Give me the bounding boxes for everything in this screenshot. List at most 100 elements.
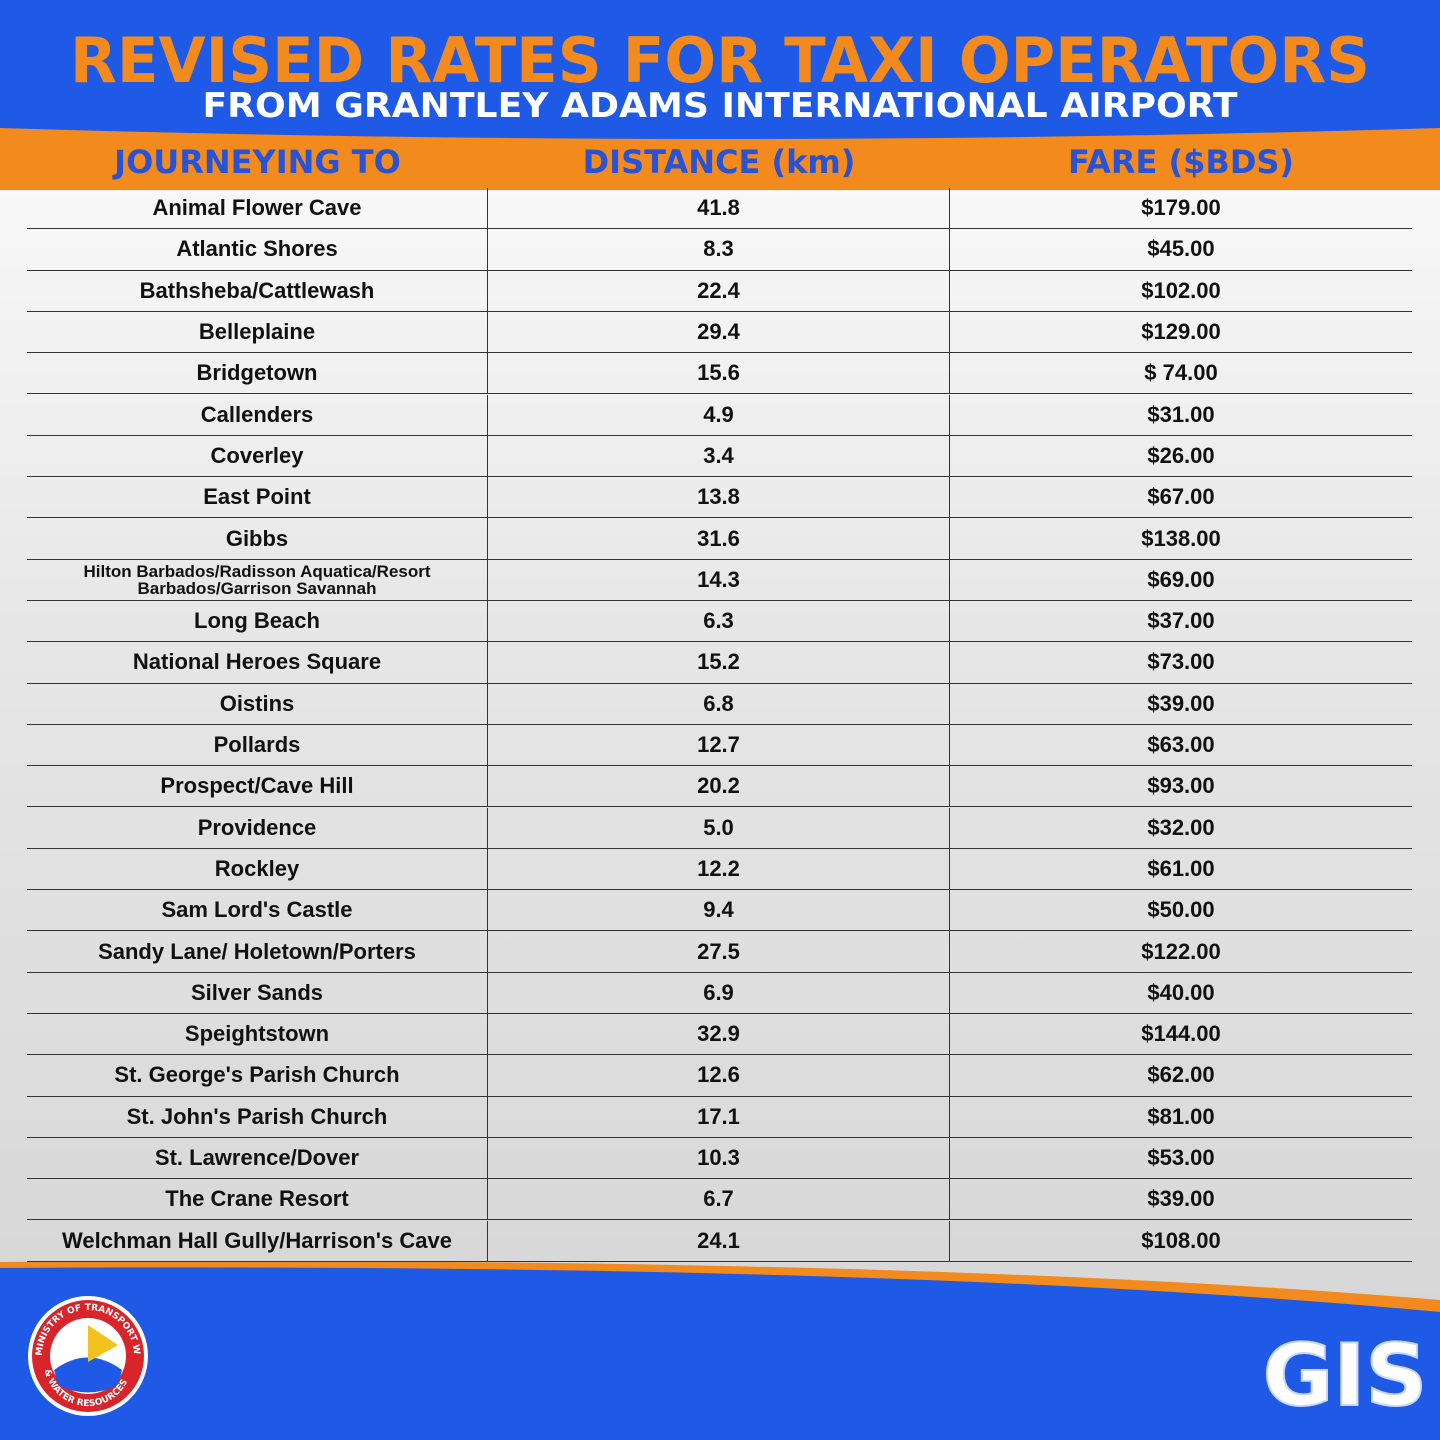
table-row: St. George's Parish Church 12.6 $62.00 xyxy=(27,1055,1412,1097)
bottom-band xyxy=(0,1267,1440,1440)
distance: 12.2 xyxy=(488,848,950,890)
fare: $62.00 xyxy=(1147,1062,1215,1088)
subtitle: FROM GRANTLEY ADAMS INTERNATIONAL AIRPOR… xyxy=(203,86,1239,126)
fare: $69.00 xyxy=(1147,566,1215,592)
destination: St. George's Parish Church xyxy=(27,1055,488,1096)
distance: 6.3 xyxy=(488,601,950,642)
fare: $ 74.00 xyxy=(1144,360,1218,386)
distance: 13.8 xyxy=(488,477,950,518)
destination: Silver Sands xyxy=(27,972,488,1013)
fare: $73.00 xyxy=(1147,649,1215,675)
fare: $31.00 xyxy=(1147,401,1215,427)
distance: 32.9 xyxy=(488,1014,950,1055)
destination: National Heroes Square xyxy=(27,642,488,683)
distance: 17.1 xyxy=(488,1096,950,1137)
table-row: Hilton Barbados/Radisson Aquatica/Resort… xyxy=(27,559,1412,601)
distance: 4.9 xyxy=(488,394,950,435)
header-band xyxy=(0,128,1440,190)
table-row: Prospect/Cave Hill 20.2 $93.00 xyxy=(27,766,1412,808)
fare: $50.00 xyxy=(1147,897,1215,923)
distance: 31.6 xyxy=(488,518,950,559)
fare: $129.00 xyxy=(1141,319,1221,345)
fare: $67.00 xyxy=(1147,484,1215,510)
fare: $32.00 xyxy=(1147,814,1215,840)
fare: $63.00 xyxy=(1147,732,1215,758)
distance: 27.5 xyxy=(488,931,950,972)
table-row: East Point 13.8 $67.00 xyxy=(27,477,1412,519)
table-row: Belleplaine 29.4 $129.00 xyxy=(27,311,1412,354)
destination: Hilton Barbados/Radisson Aquatica/Resort… xyxy=(27,559,488,600)
destination: Coverley xyxy=(27,435,488,477)
distance: 6.9 xyxy=(488,972,950,1013)
distance: 5.0 xyxy=(488,807,950,848)
distance: 10.3 xyxy=(488,1137,950,1179)
table-row: Rockley 12.2 $61.00 xyxy=(27,848,1412,891)
destination: Oistins xyxy=(27,683,488,724)
table-row: Sam Lord's Castle 9.4 $50.00 xyxy=(27,890,1412,932)
destination: St. John's Parish Church xyxy=(27,1096,488,1137)
distance: 6.7 xyxy=(488,1179,950,1220)
table-row: Coverley 3.4 $26.00 xyxy=(27,435,1412,478)
destination: Belleplaine xyxy=(27,311,488,353)
table-row: Bridgetown 15.6 $ 74.00 xyxy=(27,353,1412,395)
distance: 14.3 xyxy=(488,559,950,600)
distance: 24.1 xyxy=(488,1220,950,1261)
column-header: FARE ($BDS) xyxy=(1067,143,1295,181)
distance: 12.7 xyxy=(488,724,950,766)
distance: 12.6 xyxy=(488,1055,950,1096)
fare: $93.00 xyxy=(1147,773,1215,799)
fare: $39.00 xyxy=(1147,1186,1215,1212)
distance: 22.4 xyxy=(488,270,950,311)
distance: 8.3 xyxy=(488,229,950,270)
table-row: Silver Sands 6.9 $40.00 xyxy=(27,972,1412,1014)
table-row: The Crane Resort 6.7 $39.00 xyxy=(27,1179,1412,1221)
table-row: Gibbs 31.6 $138.00 xyxy=(27,518,1412,560)
table-row: Pollards 12.7 $63.00 xyxy=(27,724,1412,767)
fare: $61.00 xyxy=(1147,855,1215,881)
destination: Speightstown xyxy=(27,1014,488,1055)
fare: $81.00 xyxy=(1147,1103,1215,1129)
fare: $179.00 xyxy=(1141,195,1221,221)
destination: Atlantic Shores xyxy=(27,229,488,270)
table-row: St. John's Parish Church 17.1 $81.00 xyxy=(27,1096,1412,1138)
fare: $122.00 xyxy=(1141,938,1221,964)
column-header: JOURNEYING TO xyxy=(114,143,401,181)
table-row: St. Lawrence/Dover 10.3 $53.00 xyxy=(27,1137,1412,1180)
table-row: Providence 5.0 $32.00 xyxy=(27,807,1412,849)
distance: 3.4 xyxy=(488,435,950,477)
destination: Providence xyxy=(27,807,488,848)
distance: 9.4 xyxy=(488,890,950,931)
destination: Rockley xyxy=(27,848,488,890)
fare: $39.00 xyxy=(1147,690,1215,716)
fare: $108.00 xyxy=(1141,1227,1221,1253)
distance: 15.2 xyxy=(488,642,950,683)
distance: 41.8 xyxy=(488,188,950,229)
destination: Gibbs xyxy=(27,518,488,559)
title: REVISED RATES FOR TAXI OPERATORS xyxy=(70,24,1370,97)
fare: $102.00 xyxy=(1141,277,1221,303)
table-row: National Heroes Square 15.2 $73.00 xyxy=(27,642,1412,684)
destination: Prospect/Cave Hill xyxy=(27,766,488,807)
distance: 15.6 xyxy=(488,353,950,394)
table-row: Sandy Lane/ Holetown/Porters 27.5 $122.00 xyxy=(27,931,1412,973)
fare: $40.00 xyxy=(1147,979,1215,1005)
destination: Pollards xyxy=(27,724,488,766)
top-band xyxy=(0,0,1440,140)
table-row: Bathsheba/Cattlewash 22.4 $102.00 xyxy=(27,270,1412,312)
fare: $144.00 xyxy=(1141,1021,1221,1047)
table-row: Atlantic Shores 8.3 $45.00 xyxy=(27,229,1412,271)
destination: Animal Flower Cave xyxy=(27,188,488,229)
destination: St. Lawrence/Dover xyxy=(27,1137,488,1179)
distance: 20.2 xyxy=(488,766,950,807)
fare: $26.00 xyxy=(1147,442,1215,468)
destination: Callenders xyxy=(27,394,488,435)
destination: Bridgetown xyxy=(27,353,488,394)
destination: Bathsheba/Cattlewash xyxy=(27,270,488,311)
distance: 6.8 xyxy=(488,683,950,724)
column-header: DISTANCE (km) xyxy=(582,143,856,181)
table-row: Oistins 6.8 $39.00 xyxy=(27,683,1412,725)
table-row: Callenders 4.9 $31.00 xyxy=(27,394,1412,436)
